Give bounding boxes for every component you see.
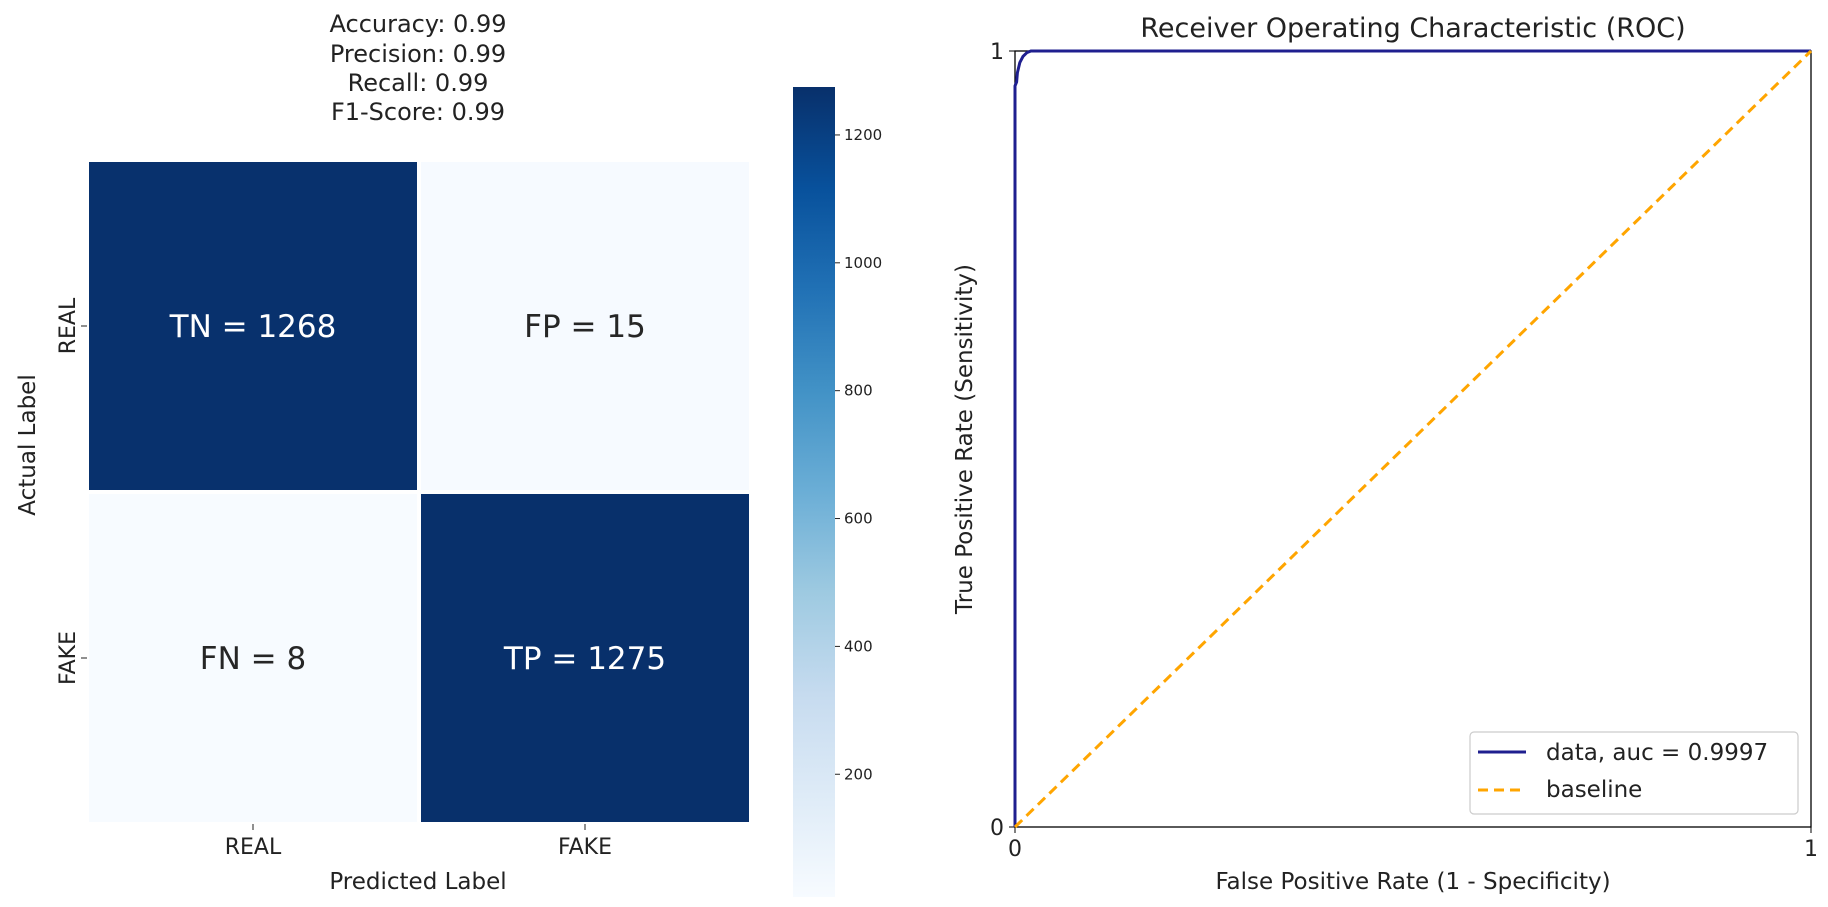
roc-series <box>1013 49 1813 829</box>
colorbar-tick-label: 400 <box>844 637 873 655</box>
heatmap-x-tick-real: REAL <box>225 835 282 860</box>
legend-entry-baseline: baseline <box>1546 777 1642 803</box>
roc-y-axis-label: True Positive Rate (Sensitivity) <box>952 264 978 615</box>
roc-series-baseline <box>1013 49 1813 829</box>
colorbar-tick-label: 1000 <box>844 254 882 272</box>
heatmap-y-tick-real: REAL <box>56 297 81 354</box>
heatmap-cell-tp <box>421 494 749 822</box>
heatmap-ticks: REAL FAKE REAL FAKE <box>56 297 612 860</box>
roc-title: Receiver Operating Characteristic (ROC) <box>1140 13 1685 44</box>
roc-ticks: 0 1 0 1 <box>990 40 1818 862</box>
heatmap-cell-label-tp: TP = 1275 <box>503 641 666 677</box>
legend-frame <box>1469 731 1799 815</box>
heatmap-cell-label-tn: TN = 1268 <box>169 309 337 345</box>
heatmap-cell-label-fp: FP = 15 <box>524 309 646 345</box>
metrics-title: Accuracy: 0.99 Precision: 0.99 Recall: 0… <box>330 10 507 126</box>
heatmap-cell-label-fn: FN = 8 <box>200 641 306 677</box>
heatmap-cell-tn <box>89 162 417 490</box>
heatmap-x-axis-label: Predicted Label <box>329 869 506 895</box>
heatmap-y-tick-fake: FAKE <box>56 631 81 685</box>
colorbar-tick-label: 200 <box>844 765 873 783</box>
recall-text: Recall: 0.99 <box>348 69 489 97</box>
roc-y-tick-label: 0 <box>990 816 1004 841</box>
heatmap-cells: TN = 1268 FP = 15 FN = 8 TP = 1275 <box>89 162 749 822</box>
roc-x-axis-label: False Positive Rate (1 - Specificity) <box>1215 869 1610 895</box>
heatmap-y-axis-label: Actual Label <box>15 374 41 515</box>
precision-text: Precision: 0.99 <box>330 40 506 68</box>
roc-y-tick-label: 1 <box>990 40 1004 65</box>
heatmap-cell-fn <box>89 494 417 822</box>
f1-score-text: F1-Score: 0.99 <box>331 98 505 126</box>
confusion-matrix-panel: Accuracy: 0.99 Precision: 0.99 Recall: 0… <box>15 10 749 895</box>
heatmap-cell-fp <box>421 162 749 490</box>
colorbar-ticks: 200 400 600 800 1000 1200 <box>835 126 882 783</box>
colorbar-tick-label: 800 <box>844 382 873 400</box>
legend-entry-data: data, auc = 0.9997 <box>1546 740 1768 766</box>
roc-legend: data, auc = 0.9997 baseline <box>1469 731 1799 815</box>
heatmap-x-tick-fake: FAKE <box>558 835 612 860</box>
colorbar: 200 400 600 800 1000 1200 <box>793 87 882 897</box>
colorbar-tick-label: 600 <box>844 510 873 528</box>
roc-panel: Receiver Operating Characteristic (ROC) … <box>952 13 1818 895</box>
roc-x-tick-label: 1 <box>1804 837 1818 862</box>
colorbar-gradient <box>793 87 835 897</box>
roc-x-tick-label: 0 <box>1008 837 1022 862</box>
roc-series-data <box>1013 49 1811 827</box>
accuracy-text: Accuracy: 0.99 <box>330 10 507 38</box>
colorbar-tick-label: 1200 <box>844 126 882 144</box>
